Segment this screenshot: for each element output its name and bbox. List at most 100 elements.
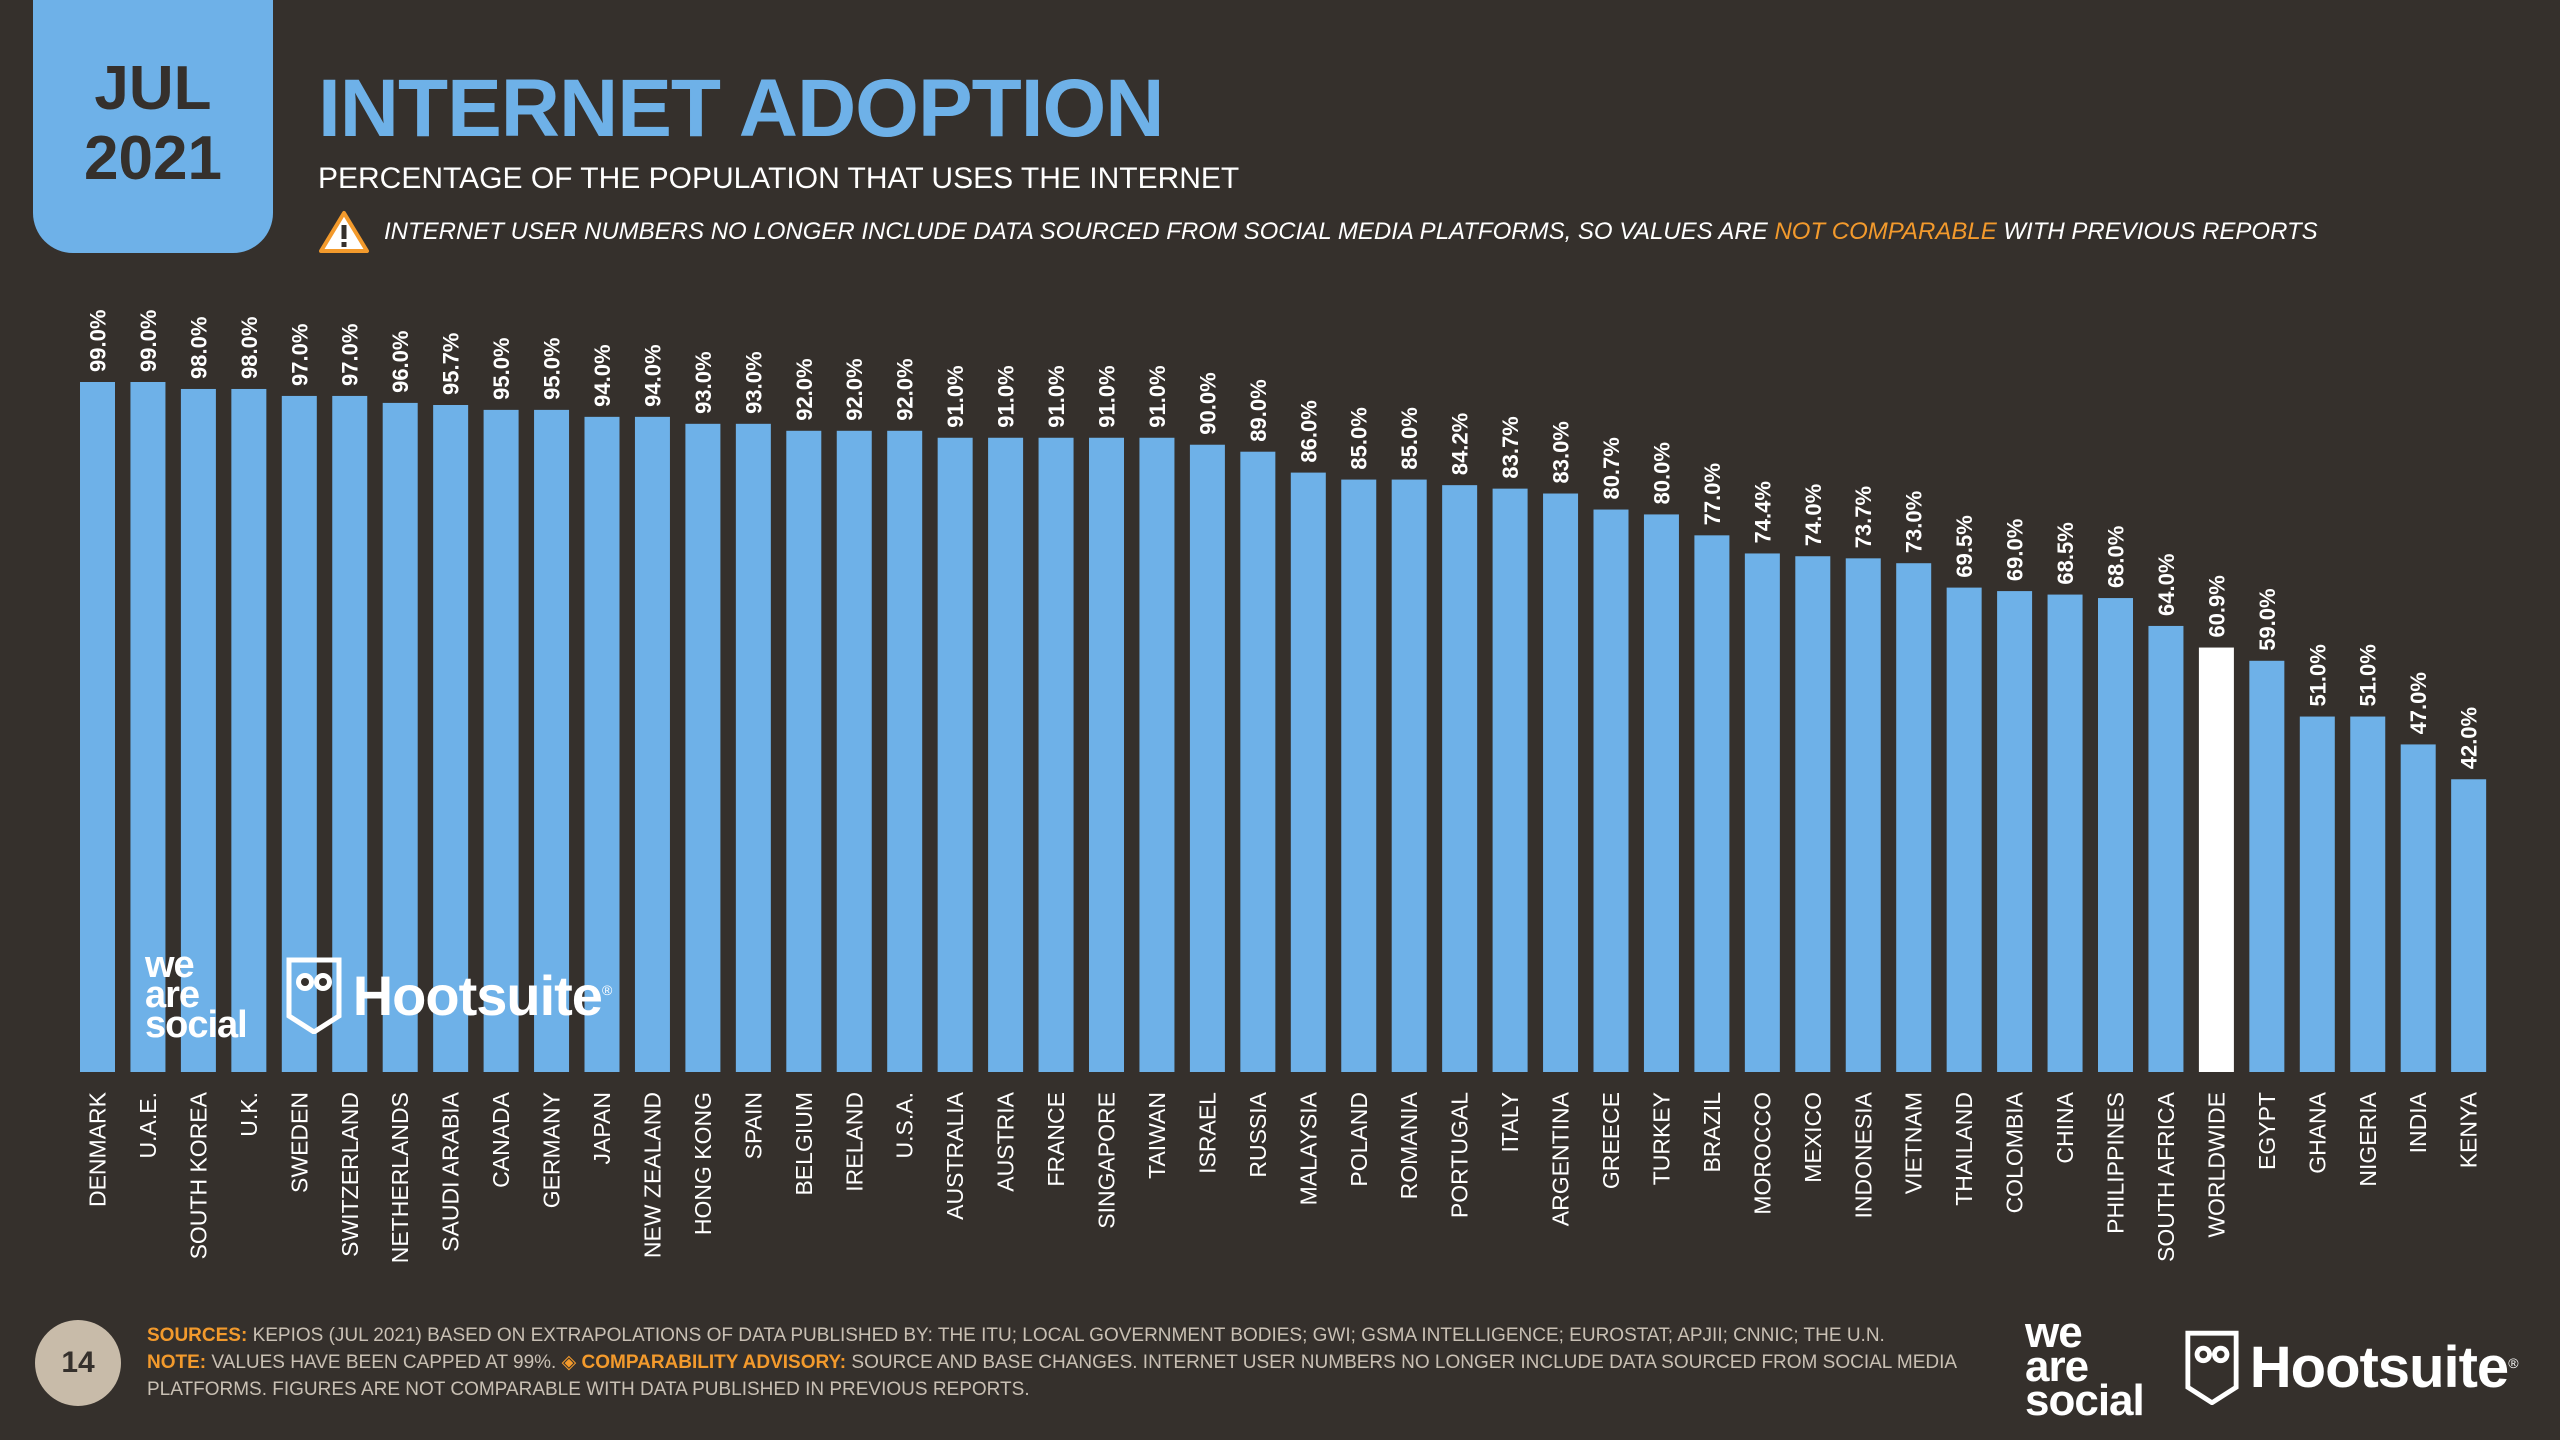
logo-word-we: we [145, 944, 195, 986]
category-label: ITALY [1497, 1092, 1523, 1153]
sources-label: SOURCES: [147, 1325, 248, 1346]
value-label: 68.5% [2053, 522, 2078, 584]
note-label: NOTE: [147, 1352, 207, 1373]
category-label: HONG KONG [690, 1092, 716, 1235]
category-label: EGYPT [2254, 1092, 2280, 1170]
bar-russia [1240, 451, 1276, 1072]
category-label: MEXICO [1800, 1092, 1826, 1183]
value-label: 93.0% [691, 351, 716, 413]
category-label: WORLDWIDE [2203, 1092, 2229, 1238]
bar-israel [1189, 444, 1225, 1072]
comparability-warning: INTERNET USER NUMBERS NO LONGER INCLUDE … [318, 210, 2318, 254]
category-label: ROMANIA [1396, 1091, 1422, 1199]
category-label: CHINA [2052, 1091, 2078, 1163]
bar-vietnam [1896, 563, 1932, 1072]
registered-mark: ® [601, 982, 613, 998]
category-label: CANADA [488, 1091, 514, 1188]
footer-sources: SOURCES: KEPIOS (JUL 2021) BASED ON EXTR… [147, 1322, 1987, 1403]
bar-japan [584, 416, 620, 1072]
bar-turkey [1643, 514, 1679, 1072]
category-label: INDIA [2405, 1091, 2431, 1153]
value-label: 80.7% [1599, 437, 1624, 499]
category-label: KENYA [2456, 1091, 2482, 1168]
bar-greece [1593, 509, 1629, 1073]
value-label: 59.0% [2255, 588, 2280, 650]
value-label: 74.4% [1750, 481, 1775, 543]
internet-adoption-bar-chart: 99.0% DENMARK 99.0% U.A.E. 98.0% SOUTH KOREA 9… [80, 310, 2487, 1263]
value-label: 47.0% [2406, 672, 2431, 734]
value-label: 89.0% [1246, 379, 1271, 441]
category-label: POLAND [1346, 1092, 1372, 1187]
category-label: NEW ZEALAND [639, 1092, 665, 1258]
value-label: 92.0% [893, 358, 918, 420]
value-label: 80.0% [1649, 442, 1674, 504]
value-label: 74.0% [1801, 484, 1826, 546]
value-label: 90.0% [1195, 372, 1220, 434]
owl-icon [2185, 1330, 2239, 1405]
value-label: 51.0% [2305, 644, 2330, 706]
bar-south-korea [180, 388, 216, 1072]
category-label: SOUTH KOREA [185, 1091, 211, 1259]
bar-spain [735, 423, 771, 1072]
bar-denmark [80, 382, 115, 1072]
bar-egypt [2249, 660, 2285, 1072]
value-label: 64.0% [2154, 554, 2179, 616]
registered-mark: ® [2508, 1355, 2519, 1371]
category-label: GREECE [1598, 1092, 1624, 1189]
category-label: U.A.E. [135, 1092, 161, 1158]
category-label: BRAZIL [1699, 1092, 1725, 1173]
category-label: SPAIN [740, 1092, 766, 1159]
owl-icon [286, 957, 342, 1034]
category-label: SINGAPORE [1094, 1092, 1120, 1229]
bar-indonesia [1845, 558, 1881, 1072]
bar-china [2047, 594, 2083, 1072]
bar-portugal [1442, 485, 1478, 1073]
category-label: VIETNAM [1901, 1092, 1927, 1194]
value-label: 73.7% [1851, 486, 1876, 548]
value-label: 91.0% [994, 365, 1019, 427]
logo-word-social: social [2025, 1376, 2145, 1425]
warning-text: INTERNET USER NUMBERS NO LONGER INCLUDE … [384, 218, 2318, 246]
bar-netherlands [382, 402, 418, 1073]
category-label: U.K. [236, 1092, 262, 1137]
bar-austria [988, 437, 1024, 1072]
value-label: 95.0% [540, 337, 565, 399]
bar-argentina [1543, 493, 1579, 1072]
value-label: 69.0% [2003, 519, 2028, 581]
bar-mexico [1795, 556, 1831, 1072]
category-label: THAILAND [1951, 1092, 1977, 1206]
hootsuite-wordmark: Hootsuite [352, 963, 603, 1027]
bar-malaysia [1290, 472, 1326, 1072]
bar-belgium [786, 430, 822, 1073]
category-label: ARGENTINA [1548, 1091, 1574, 1226]
category-label: SWEDEN [286, 1092, 312, 1193]
value-label: 91.0% [1095, 365, 1120, 427]
value-label: 42.0% [2457, 707, 2482, 769]
advisory-text: SOURCE AND BASE CHANGES. INTERNET USER N… [147, 1352, 1957, 1400]
category-label: GHANA [2304, 1091, 2330, 1173]
category-label: SOUTH AFRICA [2153, 1091, 2179, 1262]
bar-ghana [2299, 716, 2335, 1072]
value-label: 51.0% [2356, 644, 2381, 706]
we-are-social-logo-footer: we are social [2025, 1311, 2145, 1425]
bar-taiwan [1139, 437, 1175, 1072]
logo-word-social: social [145, 1004, 248, 1046]
value-label: 91.0% [1145, 365, 1170, 427]
advisory-label: ◈ COMPARABILITY ADVISORY: [561, 1352, 847, 1373]
value-label: 69.5% [1952, 515, 1977, 577]
page-number: 14 [35, 1320, 121, 1406]
date-month: JUL [94, 53, 212, 123]
bar-philippines [2098, 598, 2133, 1072]
warning-triangle-icon [319, 211, 369, 253]
category-label: GERMANY [539, 1092, 565, 1208]
date-badge: JUL 2021 [33, 0, 273, 253]
category-label: RUSSIA [1245, 1091, 1271, 1177]
bar-u-k- [231, 388, 267, 1072]
value-label: 91.0% [943, 365, 968, 427]
bar-south-africa [2148, 625, 2184, 1072]
logo-word-are: are [2025, 1342, 2089, 1391]
value-label: 60.9% [2204, 575, 2229, 637]
value-label: 91.0% [1044, 365, 1069, 427]
value-label: 73.0% [1902, 491, 1927, 553]
value-label: 94.0% [590, 344, 615, 406]
